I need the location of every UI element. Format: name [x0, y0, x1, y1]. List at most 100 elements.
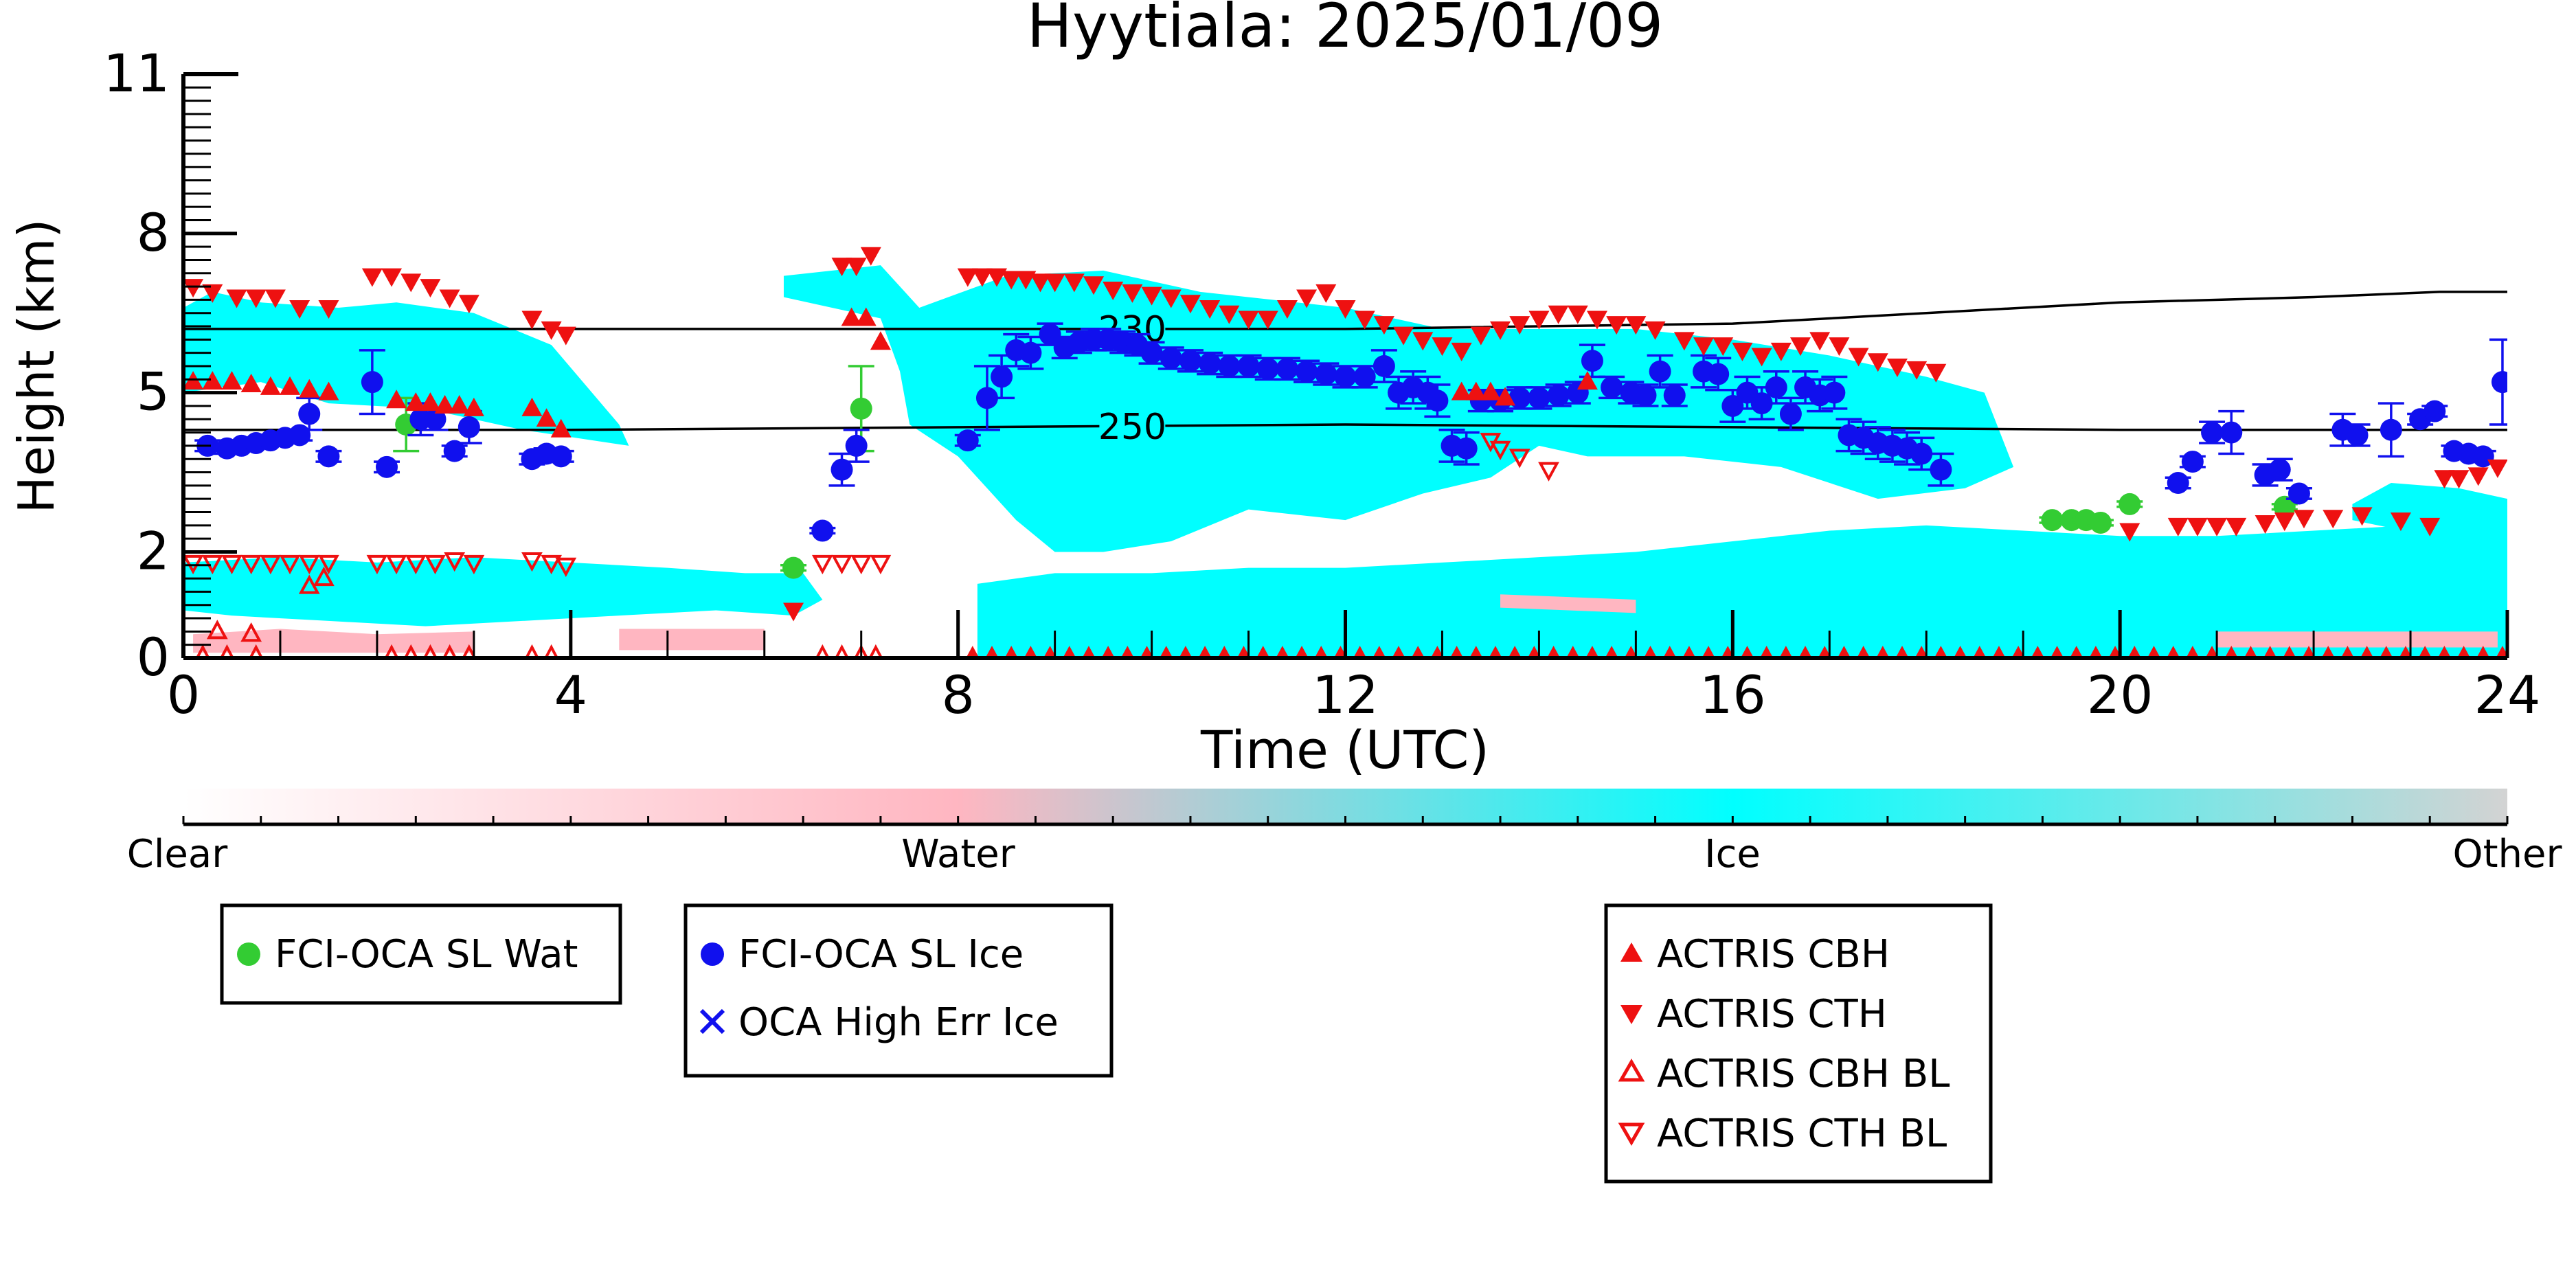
- actris-cth-point: [1567, 305, 1588, 324]
- actris-cbh-point: [1451, 381, 1472, 400]
- legend-marker-cth: [1620, 1005, 1642, 1024]
- ground-cbh-marker: [2205, 646, 2219, 658]
- actris-cth-point: [1673, 332, 1695, 351]
- actris-cth-point: [783, 602, 804, 622]
- actris-cth-point: [1296, 289, 1318, 308]
- legend-label-cbh: ACTRIS CBH: [1657, 932, 1890, 977]
- ground-cbh-bl-marker: [442, 644, 457, 658]
- ground-cbh-marker: [1759, 646, 1774, 658]
- actris-cth-point: [1219, 305, 1240, 324]
- actris-cbh-point: [855, 307, 877, 326]
- fci-oca-sl-ice-point: [298, 403, 321, 425]
- actris-cth-point: [1829, 337, 1850, 357]
- actris-cbh-point: [841, 307, 862, 326]
- actris-cth-point: [1412, 332, 1434, 351]
- actris-cth-point: [381, 268, 403, 287]
- actris-cth-point: [202, 284, 223, 303]
- fci-oca-sl-ice-point: [2424, 400, 2446, 422]
- actris-cth-point: [1751, 348, 1772, 367]
- actris-cth-point: [2419, 517, 2441, 536]
- actris-cth-point: [361, 268, 383, 287]
- ground-cbh-bl-marker: [868, 644, 883, 658]
- ground-cbh-marker: [1702, 646, 1715, 658]
- fci-oca-sl-ice-point: [1315, 363, 1337, 385]
- actris-cth-point: [2467, 467, 2489, 486]
- actris-cth-point: [1393, 326, 1414, 346]
- actris-cth-bl-point: [183, 554, 204, 575]
- ice-cloud-region-4: [2352, 483, 2507, 552]
- actris-cth-point: [986, 268, 1008, 287]
- actris-cbh-point: [280, 376, 301, 395]
- fci-oca-sl-ice-point: [2268, 458, 2291, 481]
- fci-oca-sl-ice-point: [457, 416, 480, 438]
- fci-oca-sl-ice-point: [991, 365, 1013, 388]
- ground-cbh-marker: [1004, 646, 1018, 658]
- y-tick-label: 5: [137, 361, 170, 422]
- actris-cth-point: [1625, 316, 1647, 335]
- colorbar-ticks: [182, 816, 2509, 826]
- actris-cbh-point: [1480, 381, 1501, 400]
- actris-cth-bl-point: [870, 554, 892, 575]
- fci-oca-sl-ice-point: [1910, 442, 1933, 465]
- actris-cth-bl-point: [385, 554, 407, 575]
- actris-cth-point: [1257, 310, 1278, 330]
- ground-cbh-bl-marker: [544, 644, 559, 658]
- actris-cth-point: [2226, 517, 2247, 536]
- legend-box-actris: ACTRIS CBH ACTRIS CTH ACTRIS CBH BL ACTR…: [1604, 903, 1993, 1184]
- actris-cth-point: [1528, 310, 1550, 330]
- actris-cth-point: [1586, 310, 1607, 330]
- fci-oca-sl-wat-point: [2089, 511, 2112, 534]
- ice-cloud-region-2: [183, 557, 823, 626]
- ground-cbh-marker: [1276, 646, 1289, 658]
- actris-cth-point: [264, 289, 286, 308]
- fci-oca-sl-ice-point: [1276, 357, 1298, 380]
- actris-cth-point: [2255, 515, 2276, 534]
- fci-oca-sl-ice-point: [1296, 360, 1318, 383]
- ground-cbh-marker: [1740, 646, 1754, 658]
- x-tick-label: 8: [941, 664, 974, 725]
- actris-cth-point: [2323, 510, 2344, 529]
- fci-oca-sl-ice-point: [317, 445, 340, 468]
- actris-cbh-point: [221, 371, 242, 390]
- ground-cbh-marker: [1179, 646, 1193, 658]
- x-tick-label: 20: [2087, 664, 2154, 725]
- ground-cbh-marker: [2456, 646, 2471, 658]
- actris-cth-point: [555, 326, 576, 346]
- actris-cth-bl-point: [221, 554, 242, 575]
- fci-oca-sl-ice-point: [1765, 376, 1787, 398]
- ground-cbh-marker: [2380, 646, 2393, 658]
- fci-oca-sl-wat-point: [782, 556, 805, 579]
- actris-cth-point: [1335, 300, 1356, 319]
- actris-cth-point: [2434, 470, 2455, 489]
- actris-cbh-point: [260, 376, 281, 395]
- actris-cth-point: [400, 273, 422, 293]
- ground-cbh-marker: [2070, 646, 2083, 658]
- ground-cbh-marker: [1024, 646, 1038, 658]
- ground-cbh-marker: [1779, 646, 1793, 658]
- y-tick-label: 0: [137, 626, 170, 688]
- fci-oca-sl-ice-point: [1930, 458, 1952, 481]
- fci-oca-sl-ice-point: [831, 458, 853, 481]
- ground-cbh-marker: [1082, 646, 1096, 658]
- ground-cbh-marker: [2360, 646, 2374, 658]
- ground-cbh-marker: [1508, 646, 1522, 658]
- isotherm-label-bg-250: [1099, 408, 1166, 444]
- actris-cth-point: [1790, 337, 1811, 357]
- legend-box-ice: FCI-OCA SL Ice OCA High Err Ice: [683, 903, 1114, 1078]
- ground-cbh-marker: [1043, 646, 1057, 658]
- fci-oca-sl-ice-point: [1581, 350, 1603, 372]
- actris-cth-point: [1432, 337, 1453, 357]
- ground-cbh-bl-marker: [524, 644, 540, 658]
- actris-cth-point: [1160, 289, 1182, 308]
- fci-oca-sl-ice-point: [975, 387, 998, 409]
- y-axis-label: Height (km): [8, 219, 65, 514]
- ground-cbh-marker: [2321, 646, 2335, 658]
- actris-cth-point: [2390, 512, 2411, 532]
- actris-cbh-point: [870, 331, 891, 350]
- ground-cbh-marker: [1992, 646, 2006, 658]
- actris-cth-bl-point: [1489, 440, 1511, 460]
- x-tick-label: 4: [554, 664, 587, 725]
- actris-cth-point: [1770, 342, 1792, 361]
- actris-cth-point: [1354, 310, 1375, 330]
